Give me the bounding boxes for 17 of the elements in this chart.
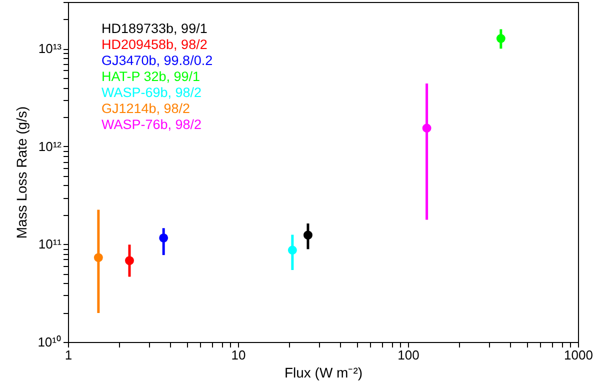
y-tick-label: 10¹³ (38, 41, 62, 56)
x-axis-title: Flux (W m⁻²) (284, 364, 363, 380)
x-tick-label: 1000 (564, 348, 593, 362)
x-tick-label: 1 (64, 348, 72, 362)
y-tick-label: 10¹¹ (38, 236, 62, 252)
text: GJ3470b, 99.8/0.2 (102, 52, 213, 68)
text: HAT-P 32b, 99/1 (102, 68, 200, 84)
y-tick-label: 10¹⁰ (38, 334, 62, 350)
y-tick-label: 10¹² (38, 138, 62, 154)
text: GJ1214b, 98/2 (102, 100, 190, 116)
y-axis-title: Mass Loss Rate (g/s) (14, 106, 30, 239)
text: WASP-69b, 98/2 (102, 84, 202, 100)
text: HD209458b, 98/2 (102, 36, 208, 52)
x-tick-label: 10 (231, 348, 246, 362)
text: WASP-76b, 98/2 (102, 116, 202, 132)
text: HD189733b, 99/1 (102, 20, 208, 36)
x-tick-label: 100 (398, 348, 420, 362)
